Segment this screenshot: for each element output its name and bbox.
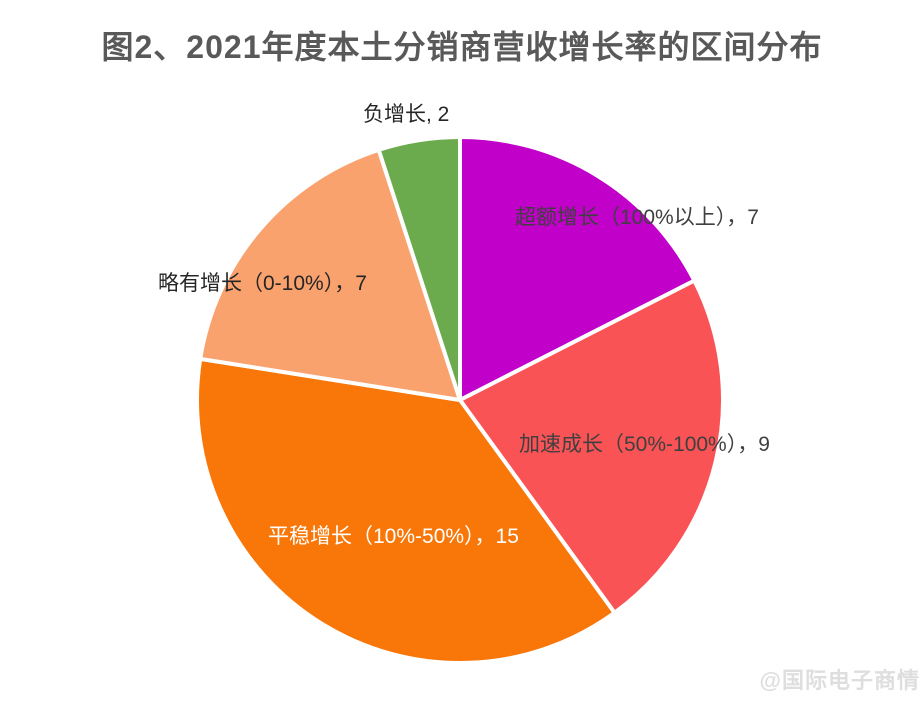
watermark: @国际电子商情	[759, 668, 920, 693]
chart-title: 图2、2021年度本土分销商营收增长率的区间分布	[101, 29, 823, 65]
pie-slice-3	[195, 356, 617, 665]
pie-slice-5	[376, 135, 462, 402]
pie-slice-4	[198, 147, 462, 402]
pie-slice-2	[458, 278, 725, 615]
pie-slice-1	[458, 135, 697, 402]
